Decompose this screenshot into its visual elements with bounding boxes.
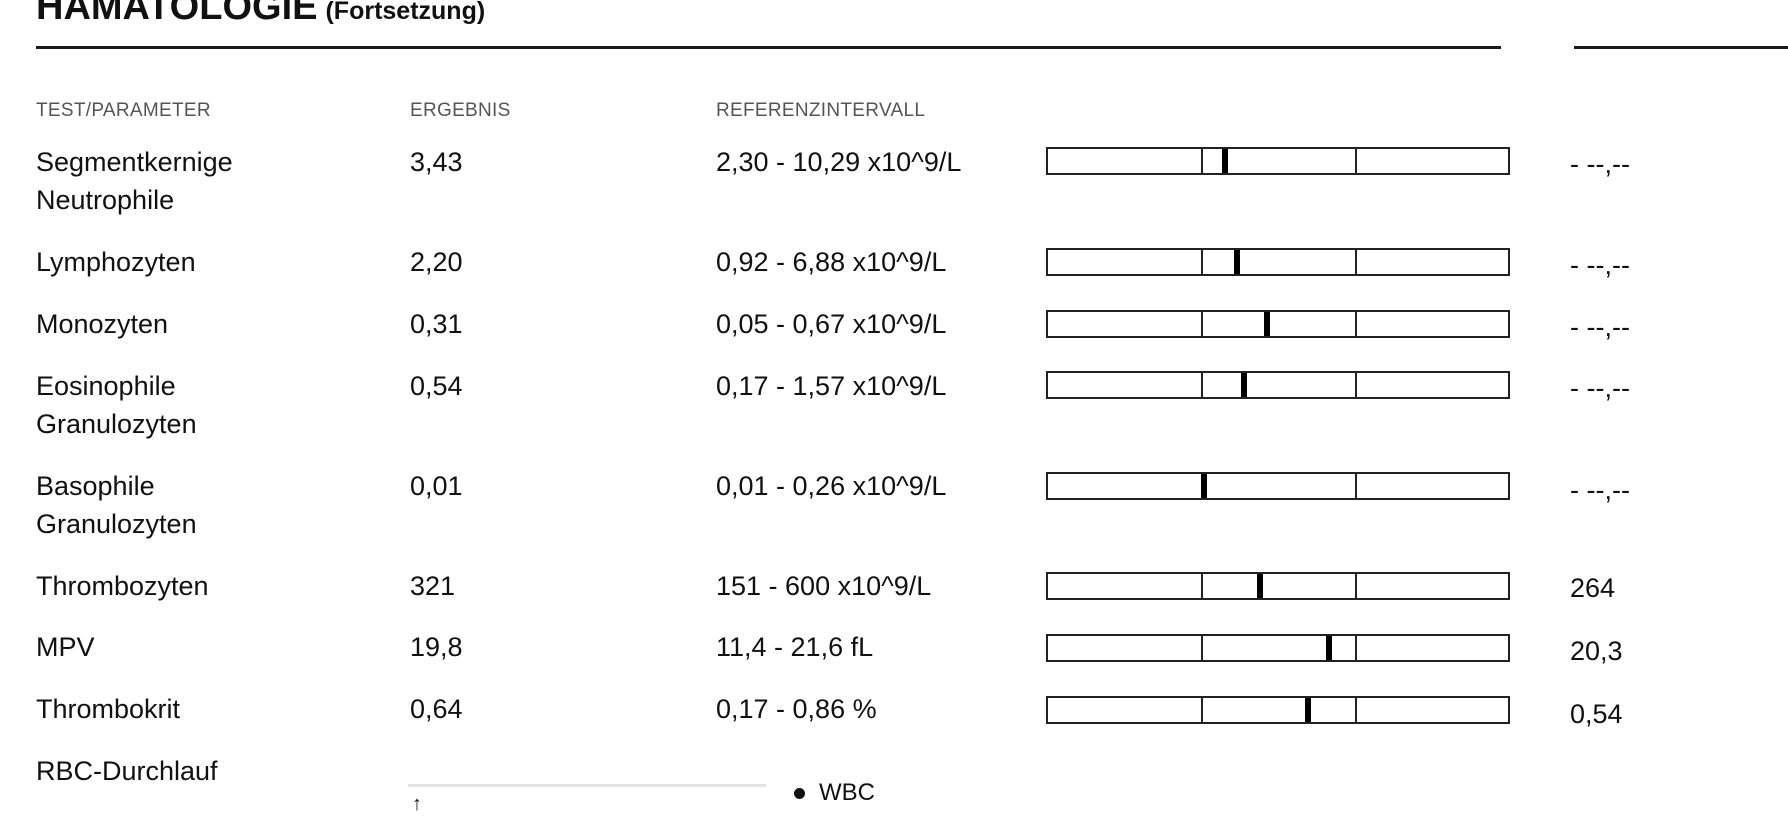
row-reference: 0,17 - 1,57 x10^9/L	[716, 371, 947, 401]
row-reference: 151 - 600 x10^9/L	[716, 571, 932, 601]
title-rule	[36, 46, 1501, 49]
range-bar-lower-bound	[1201, 636, 1203, 660]
arrow-up-icon: ↑	[412, 793, 422, 815]
range-bar-upper-bound	[1355, 373, 1357, 397]
legend-dot-icon	[794, 787, 805, 799]
row-reference: 0,01 - 0,26 x10^9/L	[716, 471, 947, 501]
row-name-line1: Basophile	[36, 471, 155, 501]
title-text: HÄMATOLOGIE	[36, 0, 318, 28]
range-bar-lower-bound	[1201, 312, 1203, 336]
row-reference: 2,30 - 10,29 x10^9/L	[716, 147, 962, 177]
row-result: 0,31	[410, 309, 463, 339]
range-bar-value-marker	[1263, 312, 1270, 336]
row-previous: 264	[1570, 573, 1616, 603]
row-previous: - --,--	[1570, 373, 1630, 403]
legend-label-wbc: WBC	[819, 779, 875, 806]
row-name-line2: Granulozyten	[36, 409, 197, 439]
row-reference: 0,05 - 0,67 x10^9/L	[716, 309, 947, 339]
range-bar-value-marker	[1256, 574, 1263, 598]
row-reference: 0,17 - 0,86 %	[716, 694, 877, 724]
scatter-legend: WBC	[794, 779, 875, 807]
range-bar	[1046, 371, 1510, 399]
row-name-line1: Thrombozyten	[36, 571, 209, 601]
row-result: 321	[410, 571, 456, 601]
row-name-line1: Monozyten	[36, 309, 169, 339]
title-rule-right	[1574, 46, 1788, 49]
range-bar-lower-bound	[1201, 373, 1203, 397]
row-name-line2: Granulozyten	[36, 509, 197, 539]
row-name-line1: Lymphozyten	[36, 247, 196, 277]
document-title: HÄMATOLOGIE (Fortsetzung)	[36, 0, 486, 28]
row-previous: 0,54	[1570, 699, 1623, 729]
range-bar	[1046, 572, 1510, 600]
row-name-line2: Neutrophile	[36, 185, 175, 215]
row-result: 0,01	[410, 471, 463, 501]
range-bar	[1046, 634, 1510, 662]
row-name-line1: MPV	[36, 632, 95, 662]
row-reference: 11,4 - 21,6 fL	[716, 632, 874, 662]
range-bar	[1046, 248, 1510, 276]
range-bar-value-marker	[1240, 373, 1247, 397]
header-test-parameter: TEST/PARAMETER	[36, 100, 211, 121]
row-name-line1: Segmentkernige	[36, 147, 233, 177]
range-bar-upper-bound	[1355, 149, 1357, 173]
range-bar-lower-bound	[1201, 250, 1203, 274]
row-name-line1: Eosinophile	[36, 371, 176, 401]
range-bar-upper-bound	[1355, 574, 1357, 598]
range-bar	[1046, 472, 1510, 500]
row-name-line1: Thrombokrit	[36, 694, 181, 724]
row-previous: - --,--	[1570, 312, 1630, 342]
range-bar-value-marker	[1201, 474, 1208, 498]
range-bar-value-marker	[1233, 250, 1240, 274]
range-bar-upper-bound	[1355, 698, 1357, 722]
header-reference-interval: REFERENZINTERVALL	[716, 100, 926, 121]
row-result: 3,43	[410, 147, 463, 177]
range-bar-upper-bound	[1355, 474, 1357, 498]
range-bar	[1046, 310, 1510, 338]
section-label-rbc: RBC-Durchlauf	[36, 756, 218, 786]
header-result: ERGEBNIS	[410, 100, 511, 121]
range-bar-lower-bound	[1201, 149, 1203, 173]
row-result: 19,8	[410, 632, 463, 662]
row-reference: 0,92 - 6,88 x10^9/L	[716, 247, 947, 277]
range-bar-value-marker	[1222, 149, 1229, 173]
scatter-plot-top-edge	[408, 784, 766, 787]
row-previous: - --,--	[1570, 475, 1630, 505]
row-previous: - --,--	[1570, 250, 1630, 280]
range-bar-upper-bound	[1355, 250, 1357, 274]
range-bar-value-marker	[1304, 698, 1311, 722]
row-result: 0,54	[410, 371, 463, 401]
range-bar-value-marker	[1325, 636, 1332, 660]
row-previous: 20,3	[1570, 636, 1623, 666]
range-bar-lower-bound	[1201, 574, 1203, 598]
row-result: 2,20	[410, 247, 463, 277]
title-subtitle: (Fortsetzung)	[325, 0, 486, 25]
range-bar	[1046, 147, 1510, 175]
range-bar-lower-bound	[1201, 698, 1203, 722]
row-result: 0,64	[410, 694, 463, 724]
range-bar	[1046, 696, 1510, 724]
range-bar-upper-bound	[1355, 636, 1357, 660]
range-bar-upper-bound	[1355, 312, 1357, 336]
row-previous: - --,--	[1570, 149, 1630, 179]
